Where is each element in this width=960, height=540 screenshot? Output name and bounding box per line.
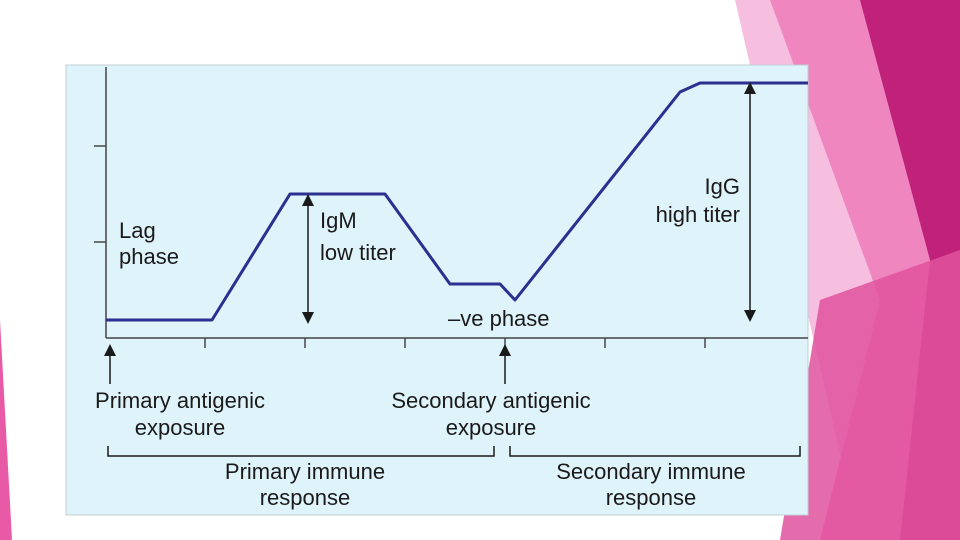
primary-response-label-line1: Primary immune <box>225 459 385 484</box>
diagram-panel <box>65 64 809 516</box>
secondary-response-label-line2: response <box>606 485 697 510</box>
secondary-exposure-label-line1: Secondary antigenic <box>391 388 590 413</box>
pink-left-strip <box>0 320 12 540</box>
igg-label-line1: IgG <box>705 174 740 199</box>
lag-phase-label-line1: Lag <box>119 218 156 243</box>
igm-label-line1: IgM <box>320 208 357 233</box>
primary-exposure-label-line1: Primary antigenic <box>95 388 265 413</box>
ve-phase-label: –ve phase <box>448 306 550 331</box>
secondary-response-bracket <box>509 446 801 457</box>
pink-shape-accent <box>780 250 960 540</box>
primary-exposure-label-line2: exposure <box>135 415 226 440</box>
primary-response-label-line2: response <box>260 485 351 510</box>
lag-phase-label-line2: phase <box>119 244 179 269</box>
igm-label-line2: low titer <box>320 240 396 265</box>
secondary-exposure-label-line2: exposure <box>446 415 537 440</box>
primary-response-bracket <box>107 446 495 457</box>
antibody-titer-curve <box>106 81 808 322</box>
igg-label-line2: high titer <box>656 202 740 227</box>
secondary-response-label-line1: Secondary immune <box>556 459 746 484</box>
